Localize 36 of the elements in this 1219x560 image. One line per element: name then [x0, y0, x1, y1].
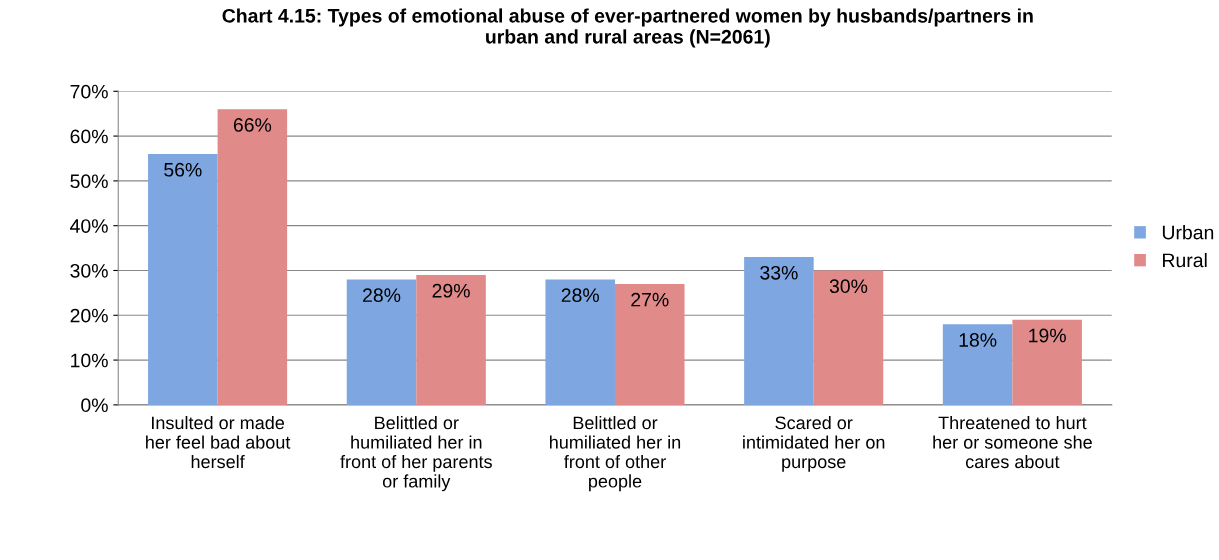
- bar: [416, 274, 486, 405]
- bar: [346, 279, 417, 405]
- x-tick-label: Insulted or made her feel bad about herself: [146, 415, 291, 469]
- data-label: 27%: [631, 292, 669, 307]
- y-tick-label: 0%: [81, 398, 108, 413]
- bar: [148, 154, 218, 405]
- y-tick-label: 60%: [70, 129, 108, 144]
- bar: [942, 324, 1013, 405]
- x-tick-label: Threatened to hurt her or someone she cares about: [933, 415, 1092, 469]
- data-label: 56%: [164, 162, 202, 177]
- data-label: 66%: [233, 118, 272, 132]
- chart-title: Chart 4.15: Types of emotional abuse of ever-partnered women by husbands/partners in urban and rural areas (N=2061): [222, 8, 1033, 48]
- bar: [1012, 319, 1082, 405]
- legend-label: Rural: [1163, 252, 1207, 268]
- bar: [217, 109, 288, 405]
- x-tick-label: Belittled or humiliated her in front of other people: [550, 415, 681, 492]
- bar: [813, 270, 884, 405]
- data-label: 18%: [959, 333, 997, 347]
- y-tick-label: 40%: [70, 219, 108, 233]
- y-tick-label: 10%: [71, 353, 108, 368]
- data-label: 28%: [363, 288, 401, 303]
- data-label: 19%: [1029, 328, 1066, 343]
- bar: [744, 257, 814, 405]
- bar: [614, 283, 685, 405]
- y-tick-label: 50%: [70, 174, 108, 189]
- y-tick-label: 70%: [70, 84, 108, 99]
- y-tick-label: 20%: [70, 308, 108, 323]
- data-label: 29%: [432, 283, 470, 298]
- data-label: 30%: [829, 279, 868, 294]
- x-tick-label: Scared or intimidated her on purpose: [743, 415, 885, 472]
- bar: [545, 279, 615, 405]
- legend-label: Urban: [1162, 225, 1214, 240]
- x-tick-label: Belittled or humiliated her in front of her parents or family: [340, 415, 492, 492]
- y-tick-label: 30%: [70, 263, 108, 278]
- data-label: 28%: [561, 288, 599, 303]
- data-label: 33%: [760, 265, 798, 280]
